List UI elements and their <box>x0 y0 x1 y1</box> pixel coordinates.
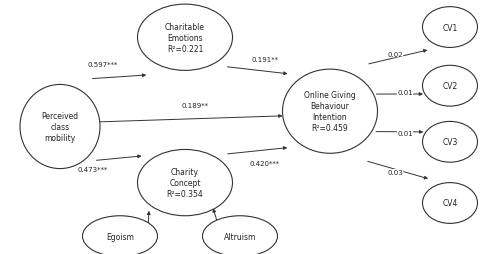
Text: 0.01: 0.01 <box>397 90 413 96</box>
Ellipse shape <box>138 5 232 71</box>
Text: Egoism: Egoism <box>106 232 134 241</box>
Ellipse shape <box>82 216 158 254</box>
Ellipse shape <box>422 66 478 107</box>
Text: Charity
Concept
R²=0.354: Charity Concept R²=0.354 <box>166 167 203 198</box>
Ellipse shape <box>202 216 278 254</box>
Text: Perceived
class
mobility: Perceived class mobility <box>42 112 78 142</box>
Ellipse shape <box>282 70 378 154</box>
Ellipse shape <box>422 122 478 163</box>
Text: CV2: CV2 <box>442 82 458 91</box>
Text: CV1: CV1 <box>442 23 458 33</box>
Text: Online Giving
Behaviour
Intention
R²=0.459: Online Giving Behaviour Intention R²=0.4… <box>304 91 356 133</box>
Ellipse shape <box>422 183 478 224</box>
Ellipse shape <box>20 85 100 169</box>
Ellipse shape <box>422 8 478 48</box>
Text: CV3: CV3 <box>442 138 458 147</box>
Text: 0.420***: 0.420*** <box>250 161 280 167</box>
Text: CV4: CV4 <box>442 199 458 208</box>
Text: 0.473***: 0.473*** <box>78 166 108 172</box>
Text: 0.191**: 0.191** <box>252 57 278 63</box>
Text: Charitable
Emotions
R²=0.221: Charitable Emotions R²=0.221 <box>165 23 205 54</box>
Text: 0.189**: 0.189** <box>182 102 208 108</box>
Text: 0.02: 0.02 <box>387 52 403 58</box>
Ellipse shape <box>138 150 232 216</box>
Text: Altruism: Altruism <box>224 232 256 241</box>
Text: 0.597***: 0.597*** <box>88 62 118 68</box>
Text: 0.01: 0.01 <box>397 130 413 136</box>
Text: 0.03: 0.03 <box>387 170 403 176</box>
